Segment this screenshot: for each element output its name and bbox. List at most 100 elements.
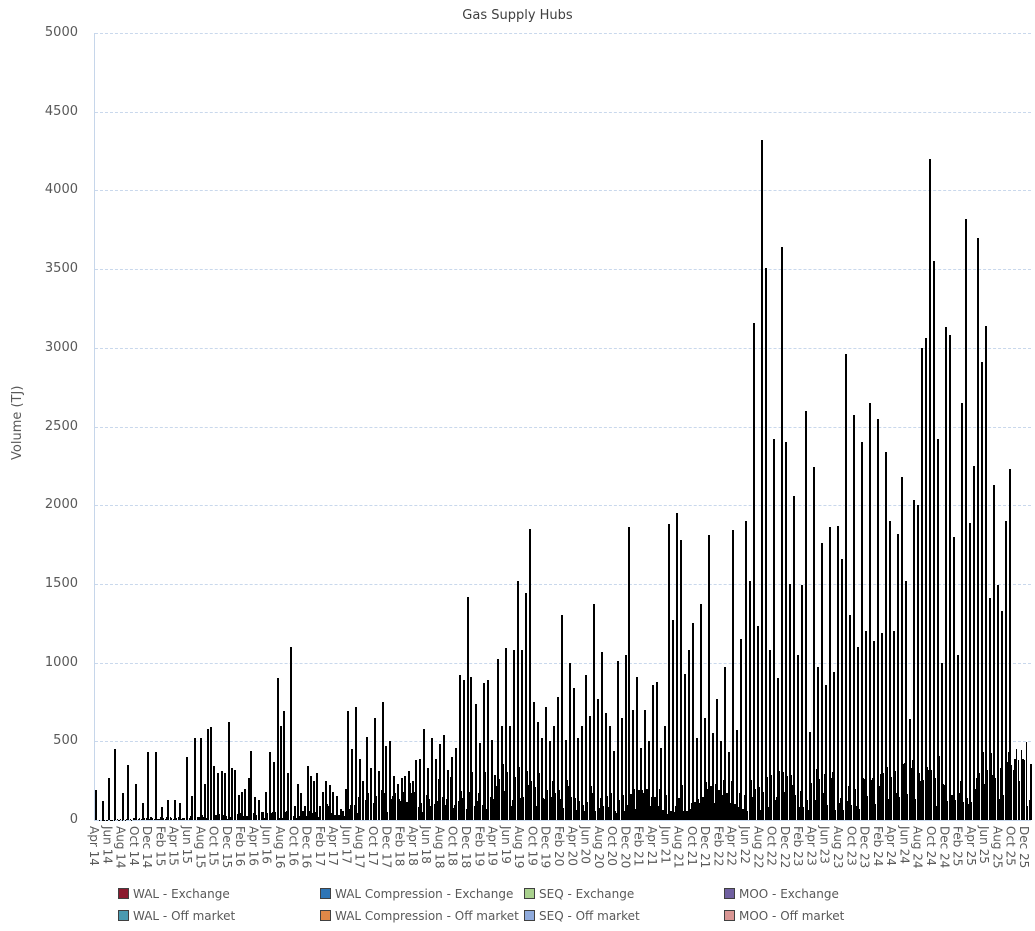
legend-item[interactable]: SEQ - Exchange	[524, 887, 634, 901]
bar	[790, 775, 792, 820]
x-tick-label: Aug 18	[432, 826, 447, 869]
bar	[662, 810, 664, 820]
bar	[248, 777, 250, 820]
x-tick-label: Apr 18	[405, 826, 420, 866]
bar	[483, 683, 485, 820]
x-tick-label: Oct 20	[605, 826, 620, 866]
bar	[811, 783, 813, 820]
bar	[553, 725, 555, 820]
bar	[881, 632, 883, 820]
bar	[921, 347, 923, 820]
bar	[638, 789, 640, 820]
bar	[565, 739, 567, 820]
bar	[973, 465, 975, 820]
legend-item[interactable]: WAL Compression - Exchange	[320, 887, 513, 901]
bar	[496, 786, 498, 820]
bar	[102, 801, 104, 820]
bar	[542, 798, 544, 820]
bar	[616, 813, 618, 820]
bar	[400, 800, 402, 820]
bar	[981, 361, 983, 820]
bar	[188, 817, 191, 820]
legend-label: WAL Compression - Exchange	[335, 887, 514, 901]
bar	[179, 802, 181, 820]
bar	[359, 758, 361, 820]
y-tick-label: 4000	[44, 182, 78, 198]
bar	[300, 793, 302, 820]
bar	[920, 780, 922, 820]
x-tick-label: Jun 14	[100, 826, 115, 864]
bar	[625, 654, 627, 820]
bar	[688, 650, 690, 820]
bar	[331, 812, 333, 820]
bar	[710, 786, 712, 820]
bar	[728, 752, 730, 820]
bar	[184, 817, 186, 820]
x-tick-label: Feb 21	[631, 826, 646, 867]
bar	[1009, 469, 1011, 820]
bar	[609, 725, 611, 820]
x-tick-label: Oct 19	[525, 826, 540, 866]
bar	[221, 771, 223, 820]
bar	[605, 712, 607, 820]
bar	[877, 418, 879, 820]
bar	[171, 817, 173, 820]
x-tick-label: Feb 20	[552, 826, 566, 867]
bar	[622, 795, 624, 820]
bar	[875, 804, 877, 820]
bar	[718, 789, 720, 820]
bar	[558, 790, 560, 820]
bar	[270, 813, 272, 820]
legend-item[interactable]: WAL Compression - Off market	[320, 909, 519, 923]
bar	[224, 772, 226, 820]
y-tick-label: 1500	[44, 575, 78, 591]
bar	[621, 717, 623, 820]
bar	[294, 805, 296, 820]
bar	[238, 794, 240, 820]
legend-item[interactable]: MOO - Exchange	[724, 887, 839, 901]
bar	[953, 536, 955, 820]
bar	[144, 818, 146, 820]
bar	[993, 484, 995, 820]
bar	[269, 752, 271, 820]
bar	[473, 806, 475, 820]
legend-item[interactable]: WAL - Off market	[118, 909, 235, 923]
bar	[720, 741, 722, 820]
bar	[447, 769, 449, 820]
x-tick-label: Aug 16	[273, 826, 287, 869]
bar	[617, 661, 619, 820]
bar	[122, 793, 124, 820]
x-tick-label: Aug 20	[591, 826, 606, 869]
bar	[139, 817, 141, 820]
legend-item[interactable]: SEQ - Off market	[524, 909, 640, 923]
bar	[1017, 760, 1019, 820]
bar	[700, 604, 702, 820]
bar	[808, 810, 810, 820]
x-tick-label: Dec 18	[459, 826, 473, 869]
bar	[987, 769, 989, 820]
bar	[305, 816, 307, 820]
bar	[517, 580, 519, 820]
bar	[412, 780, 414, 820]
bar	[467, 596, 469, 820]
bar	[1003, 794, 1005, 820]
legend: WAL - Exchange WAL Compression - Exchange…	[0, 885, 1035, 931]
bar	[593, 604, 595, 820]
bar	[771, 775, 773, 820]
bar	[280, 725, 282, 820]
bar	[865, 631, 867, 820]
bar	[909, 719, 911, 820]
legend-item[interactable]: WAL - Exchange	[118, 887, 230, 901]
bar	[774, 800, 776, 820]
chart-title: Gas Supply Hubs	[462, 8, 573, 23]
bar	[760, 809, 762, 820]
bar	[156, 818, 159, 820]
bar	[933, 261, 935, 820]
bar	[246, 815, 248, 820]
x-tick-label: Apr 21	[645, 826, 659, 866]
bar	[749, 580, 751, 820]
bar	[590, 786, 592, 820]
bar	[342, 810, 344, 820]
legend-item[interactable]: MOO - Off market	[724, 909, 844, 923]
x-tick-label: Apr 16	[246, 826, 261, 866]
